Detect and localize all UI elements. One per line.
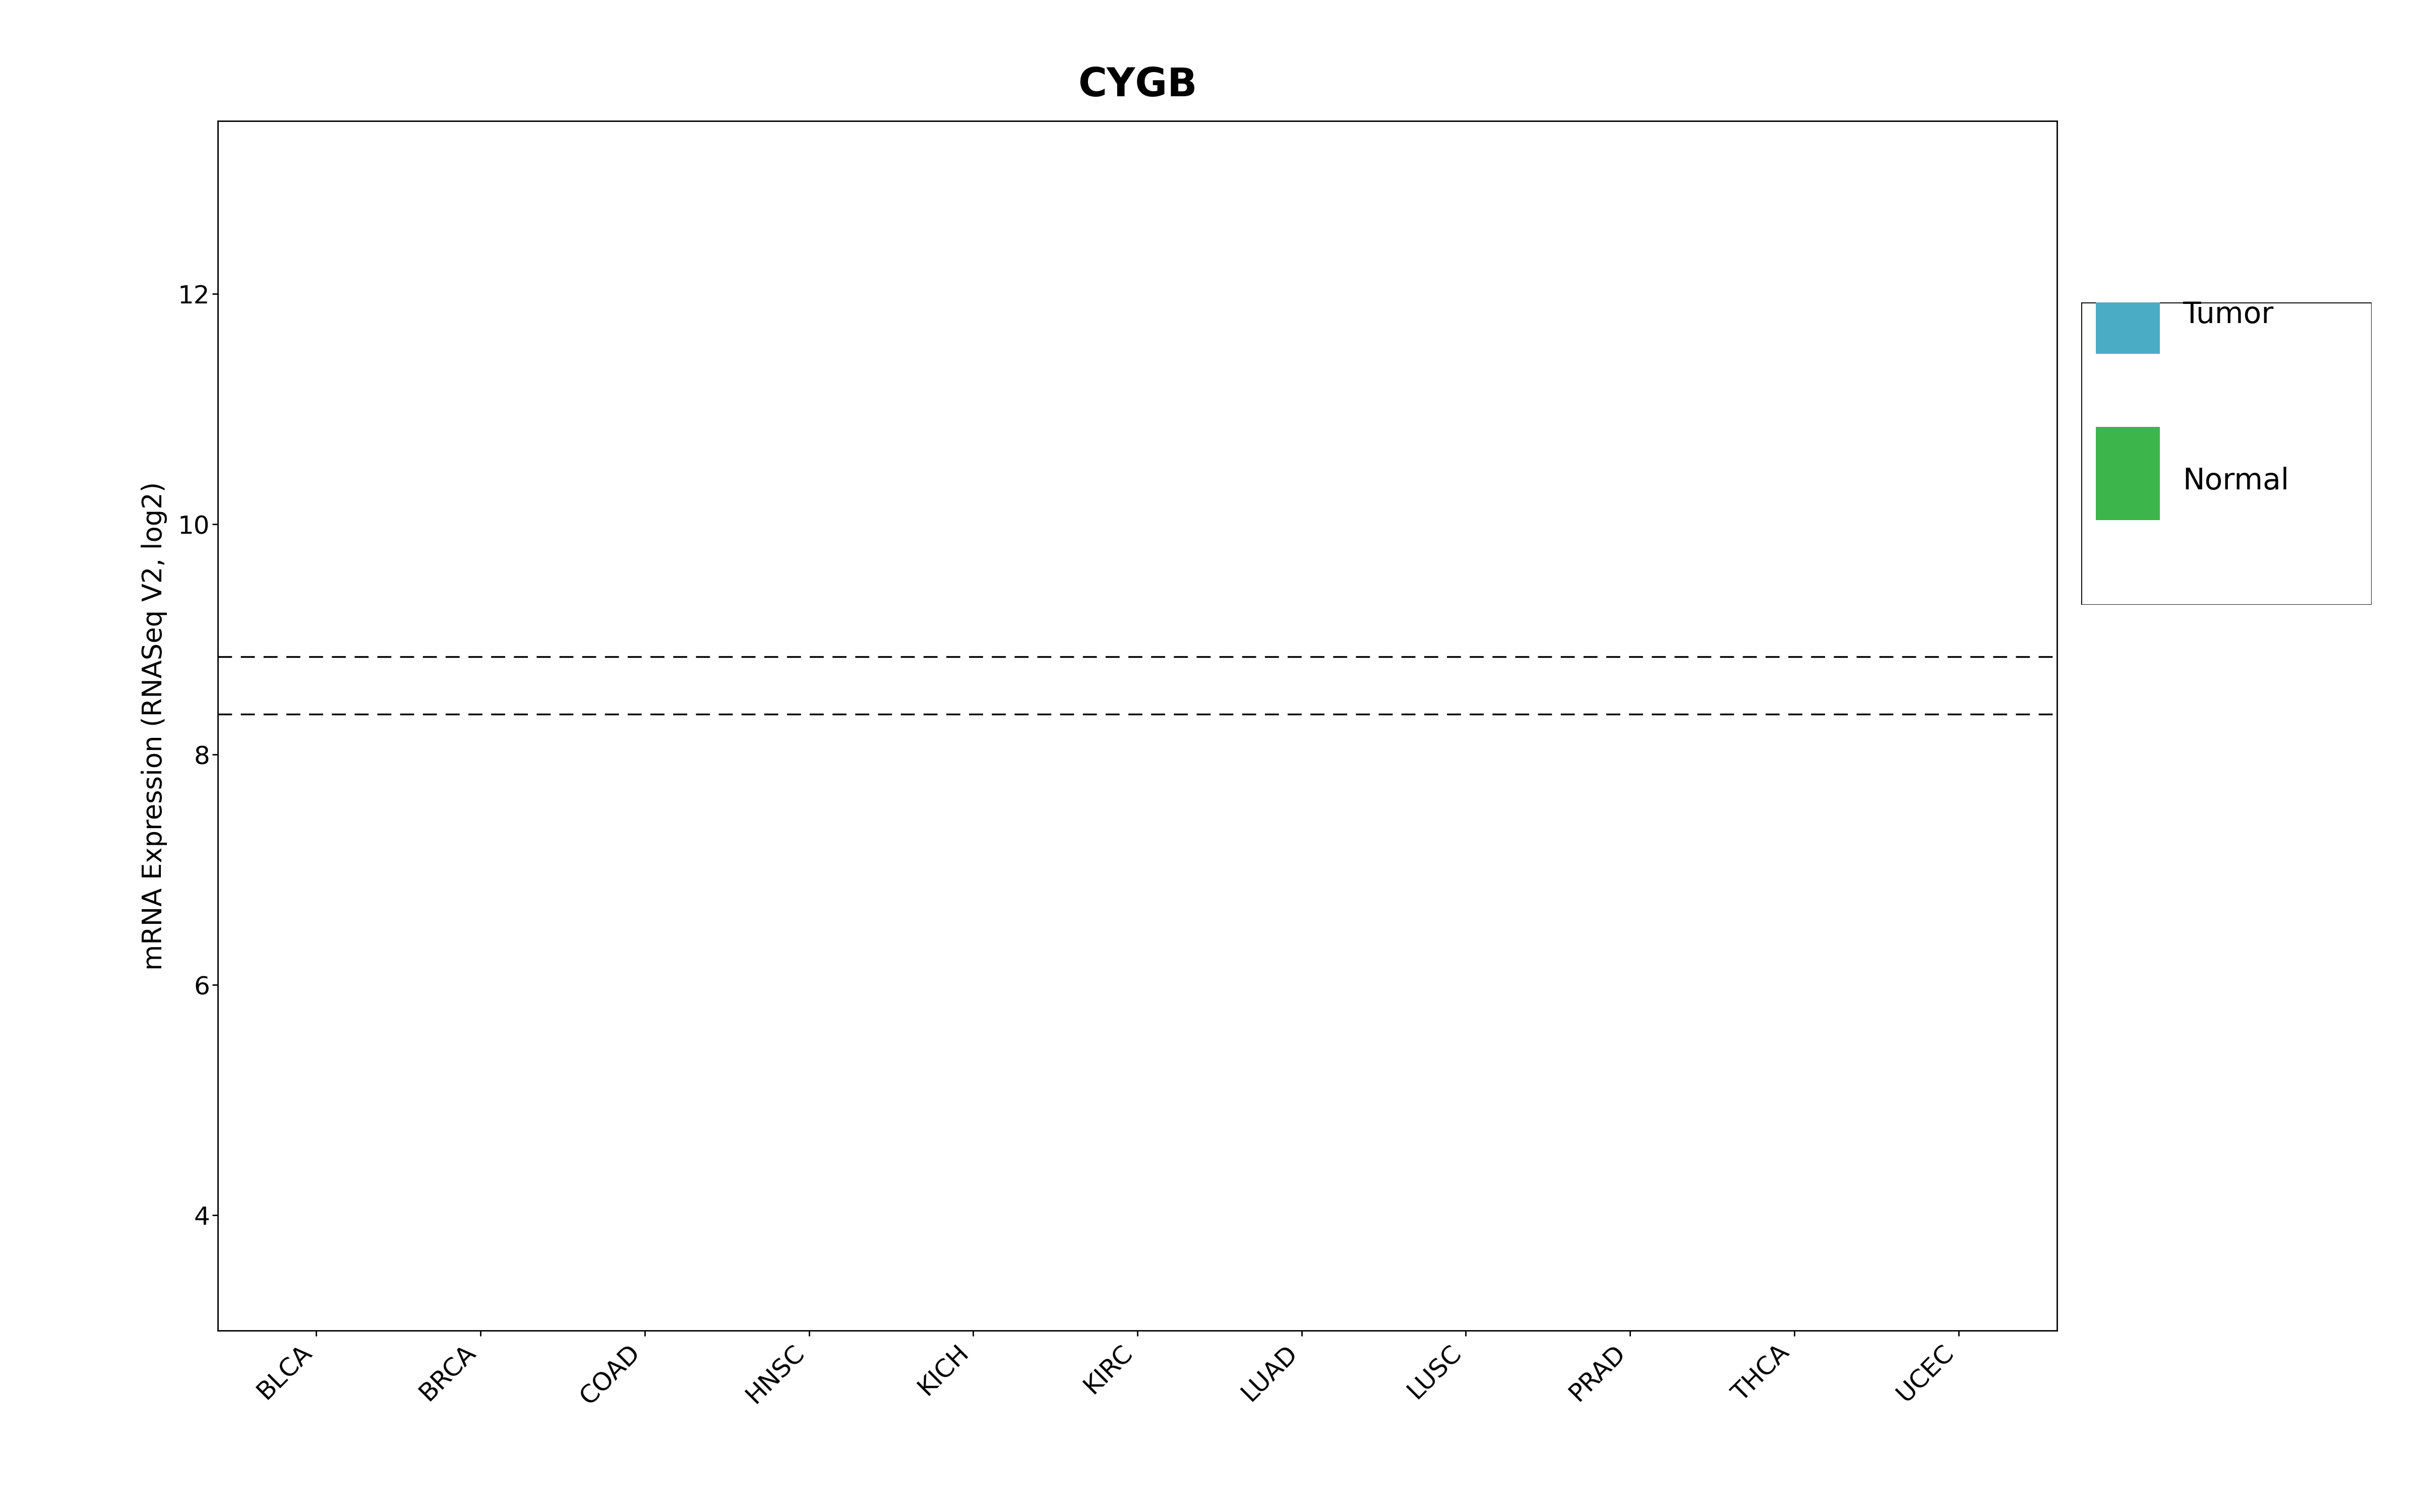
Text: Normal: Normal <box>2183 466 2289 496</box>
Bar <box>2096 426 2159 520</box>
FancyBboxPatch shape <box>2081 302 2372 605</box>
Title: CYGB: CYGB <box>1077 67 1198 104</box>
Text: Tumor: Tumor <box>2183 299 2275 330</box>
Bar <box>2096 260 2159 354</box>
Y-axis label: mRNA Expression (RNASeq V2, log2): mRNA Expression (RNASeq V2, log2) <box>140 481 167 971</box>
